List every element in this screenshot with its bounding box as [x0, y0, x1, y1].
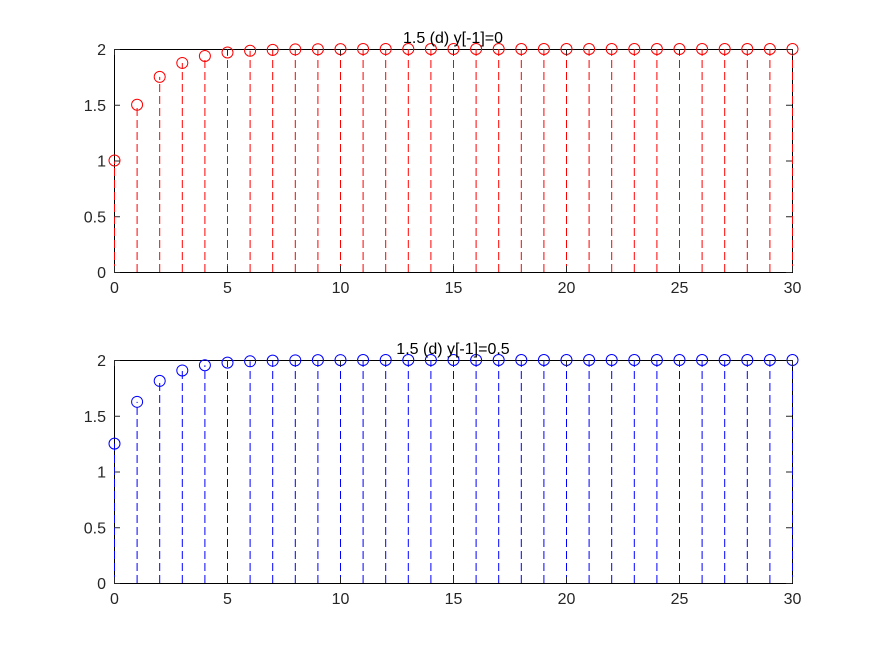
stem-marker [537, 354, 550, 367]
stem-marker [131, 395, 144, 408]
stem-marker [424, 354, 437, 367]
stem-marker [266, 354, 279, 367]
stem-marker [244, 355, 257, 368]
stem-marker [718, 43, 731, 55]
subplot-bottom: 0 5 10 15 20 25 30 0 0.5 1 1.5 2 1.5 (d) y[-1]=0.5 [84, 341, 802, 608]
stem-marker [198, 359, 211, 372]
stem-marker [741, 43, 754, 55]
stem-marker [515, 43, 528, 56]
stem-marker [266, 43, 279, 56]
x-tick-label: 5 [223, 591, 232, 608]
stem-marker [379, 43, 392, 56]
stem-marker [176, 364, 189, 377]
y-tick-label: 1.5 [84, 409, 106, 426]
stem-marker [492, 354, 505, 367]
stem-marker [198, 49, 211, 62]
stem-marker [402, 354, 415, 367]
y-tick-label: 0 [97, 265, 106, 282]
stem-marker [379, 354, 392, 367]
x-tick-label: 30 [784, 591, 802, 608]
y-tick-label: 0.5 [84, 209, 106, 226]
y-tick-label: 1 [97, 465, 106, 482]
y-tick-label: 1.5 [84, 98, 106, 115]
y-tick-label: 2 [97, 42, 106, 59]
x-tick-label: 10 [332, 280, 350, 297]
stem-marker [763, 354, 776, 366]
stem-marker [605, 354, 618, 367]
stem-marker [424, 43, 437, 56]
stem-marker [108, 437, 121, 450]
x-tick-label: 10 [332, 591, 350, 608]
stem-marker [628, 43, 641, 56]
x-tick-label: 0 [110, 591, 119, 608]
chart-title: 1.5 (d) y[-1]=0 [403, 30, 503, 47]
y-tick-label: 1 [97, 154, 106, 171]
stem-marker [470, 43, 483, 56]
stem-marker [311, 354, 324, 367]
stem-marker [176, 56, 189, 69]
x-tick-label: 20 [558, 591, 576, 608]
x-tick-label: 25 [671, 280, 689, 297]
stem-marker [311, 43, 324, 56]
x-tick-label: 25 [671, 591, 689, 608]
stem-marker [131, 98, 144, 111]
stem-marker [537, 43, 550, 56]
x-tick-label: 15 [445, 280, 463, 297]
stem-marker [763, 43, 776, 55]
x-tick-label: 20 [558, 280, 576, 297]
stem-marker [221, 356, 234, 369]
stem-marker [628, 354, 641, 366]
stem-marker [696, 43, 709, 55]
y-tick-label: 0 [97, 576, 106, 593]
stem-marker [650, 43, 663, 56]
y-tick-label: 2 [97, 353, 106, 370]
stem-marker [470, 354, 483, 367]
stem-marker [221, 46, 234, 59]
subplot-top: 0 5 10 15 20 25 30 0 0.5 1 1.5 2 1.5 (d) y[-1]=0 [84, 30, 802, 297]
stem-marker [583, 43, 596, 56]
y-tick-label: 0.5 [84, 520, 106, 537]
x-tick-label: 5 [223, 280, 232, 297]
stem-marker [492, 43, 505, 56]
stem-marker [289, 43, 302, 56]
stem-marker [741, 354, 754, 366]
stem-marker [357, 354, 370, 367]
stem-marker [153, 374, 166, 387]
stem-marker [289, 354, 302, 367]
stem-marker [515, 354, 528, 367]
stem-marker [402, 43, 415, 56]
x-tick-label: 0 [110, 280, 119, 297]
stem-marker [696, 354, 709, 366]
x-tick-label: 30 [784, 280, 802, 297]
stem-marker [583, 354, 596, 367]
stem-marker [718, 354, 731, 366]
stem-marker [605, 43, 618, 56]
stem-marker [650, 354, 663, 366]
stem-marker [244, 44, 257, 57]
chart-title: 1.5 (d) y[-1]=0.5 [396, 341, 509, 358]
stem-marker [357, 43, 370, 56]
x-tick-label: 15 [445, 591, 463, 608]
stem-marker [153, 70, 166, 83]
